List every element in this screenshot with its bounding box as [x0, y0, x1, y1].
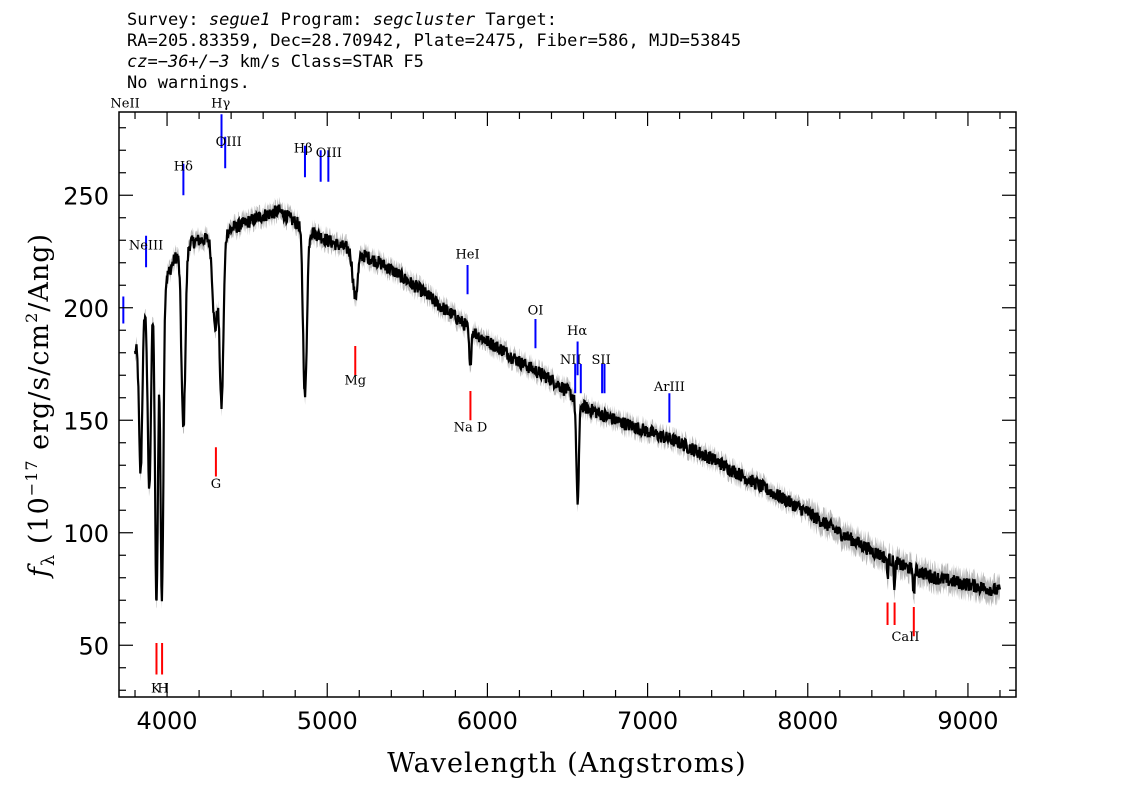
absorption-line-label: CaII	[891, 630, 919, 645]
absorption-line-label: Mg	[344, 373, 366, 388]
y-tick-label: 50	[78, 632, 109, 660]
x-tick-label: 5000	[297, 707, 358, 735]
y-tick-label: 200	[63, 295, 109, 323]
error-band	[135, 196, 1000, 610]
header-line-4: No warnings.	[127, 73, 250, 93]
emission-line-label: OI	[528, 304, 544, 319]
x-tick-label: 8000	[777, 707, 838, 735]
header-line-1: Survey: segue1 Program: segcluster Targe…	[127, 10, 557, 30]
absorption-line-label: Na D	[454, 421, 488, 436]
header-line-3: cz=−36+/−3 km/s Class=STAR F5	[127, 52, 424, 72]
y-tick-label: 250	[63, 182, 109, 210]
emission-line-label: SII	[592, 353, 611, 368]
cz-value: −36+/−3	[157, 52, 230, 72]
emission-line-label: Hβ	[294, 142, 313, 157]
spectrum-layer	[133, 204, 1002, 602]
spectrum-line	[133, 204, 1002, 602]
emission-line-label: Hα	[567, 324, 587, 339]
axes-layer: 4000 5000 6000 7000 8000 9000 50 100 150 200 250	[63, 111, 1017, 735]
absorption-line-label: G	[211, 477, 221, 492]
x-axis-label: Wavelength (Angstroms)	[387, 748, 746, 779]
emission-line-label: Hγ	[211, 97, 230, 112]
x-tick-label: 7000	[617, 707, 678, 735]
absorption-line-label: K	[151, 682, 161, 697]
emission-line-label: NII	[560, 353, 582, 368]
emission-line-label: HeI	[455, 247, 479, 262]
y-axis-label: fλ (10−17 erg/s/cm2/Ang)	[22, 233, 59, 579]
plot-frame	[118, 111, 1017, 698]
absorption-line-label: H	[157, 682, 168, 697]
emission-line-label: OIII	[216, 135, 242, 150]
header-line-2: RA=205.83359, Dec=28.70942, Plate=2475, …	[127, 31, 742, 51]
emission-line-label: Hδ	[174, 160, 193, 175]
program-value: segcluster	[372, 10, 476, 30]
x-tick-label: 4000	[137, 707, 198, 735]
y-tick-label: 150	[63, 407, 109, 435]
x-tick-label: 6000	[457, 707, 518, 735]
survey-value: segue1	[208, 10, 271, 30]
emission-line-label: ArIII	[653, 380, 685, 395]
emission-line-label: OIII	[316, 146, 342, 161]
error-band-layer	[135, 196, 1000, 610]
y-tick-label: 100	[63, 520, 109, 548]
emission-line-label: NeIII	[129, 238, 163, 253]
emission-line-label: NeII	[110, 97, 139, 112]
x-tick-label: 9000	[937, 707, 998, 735]
